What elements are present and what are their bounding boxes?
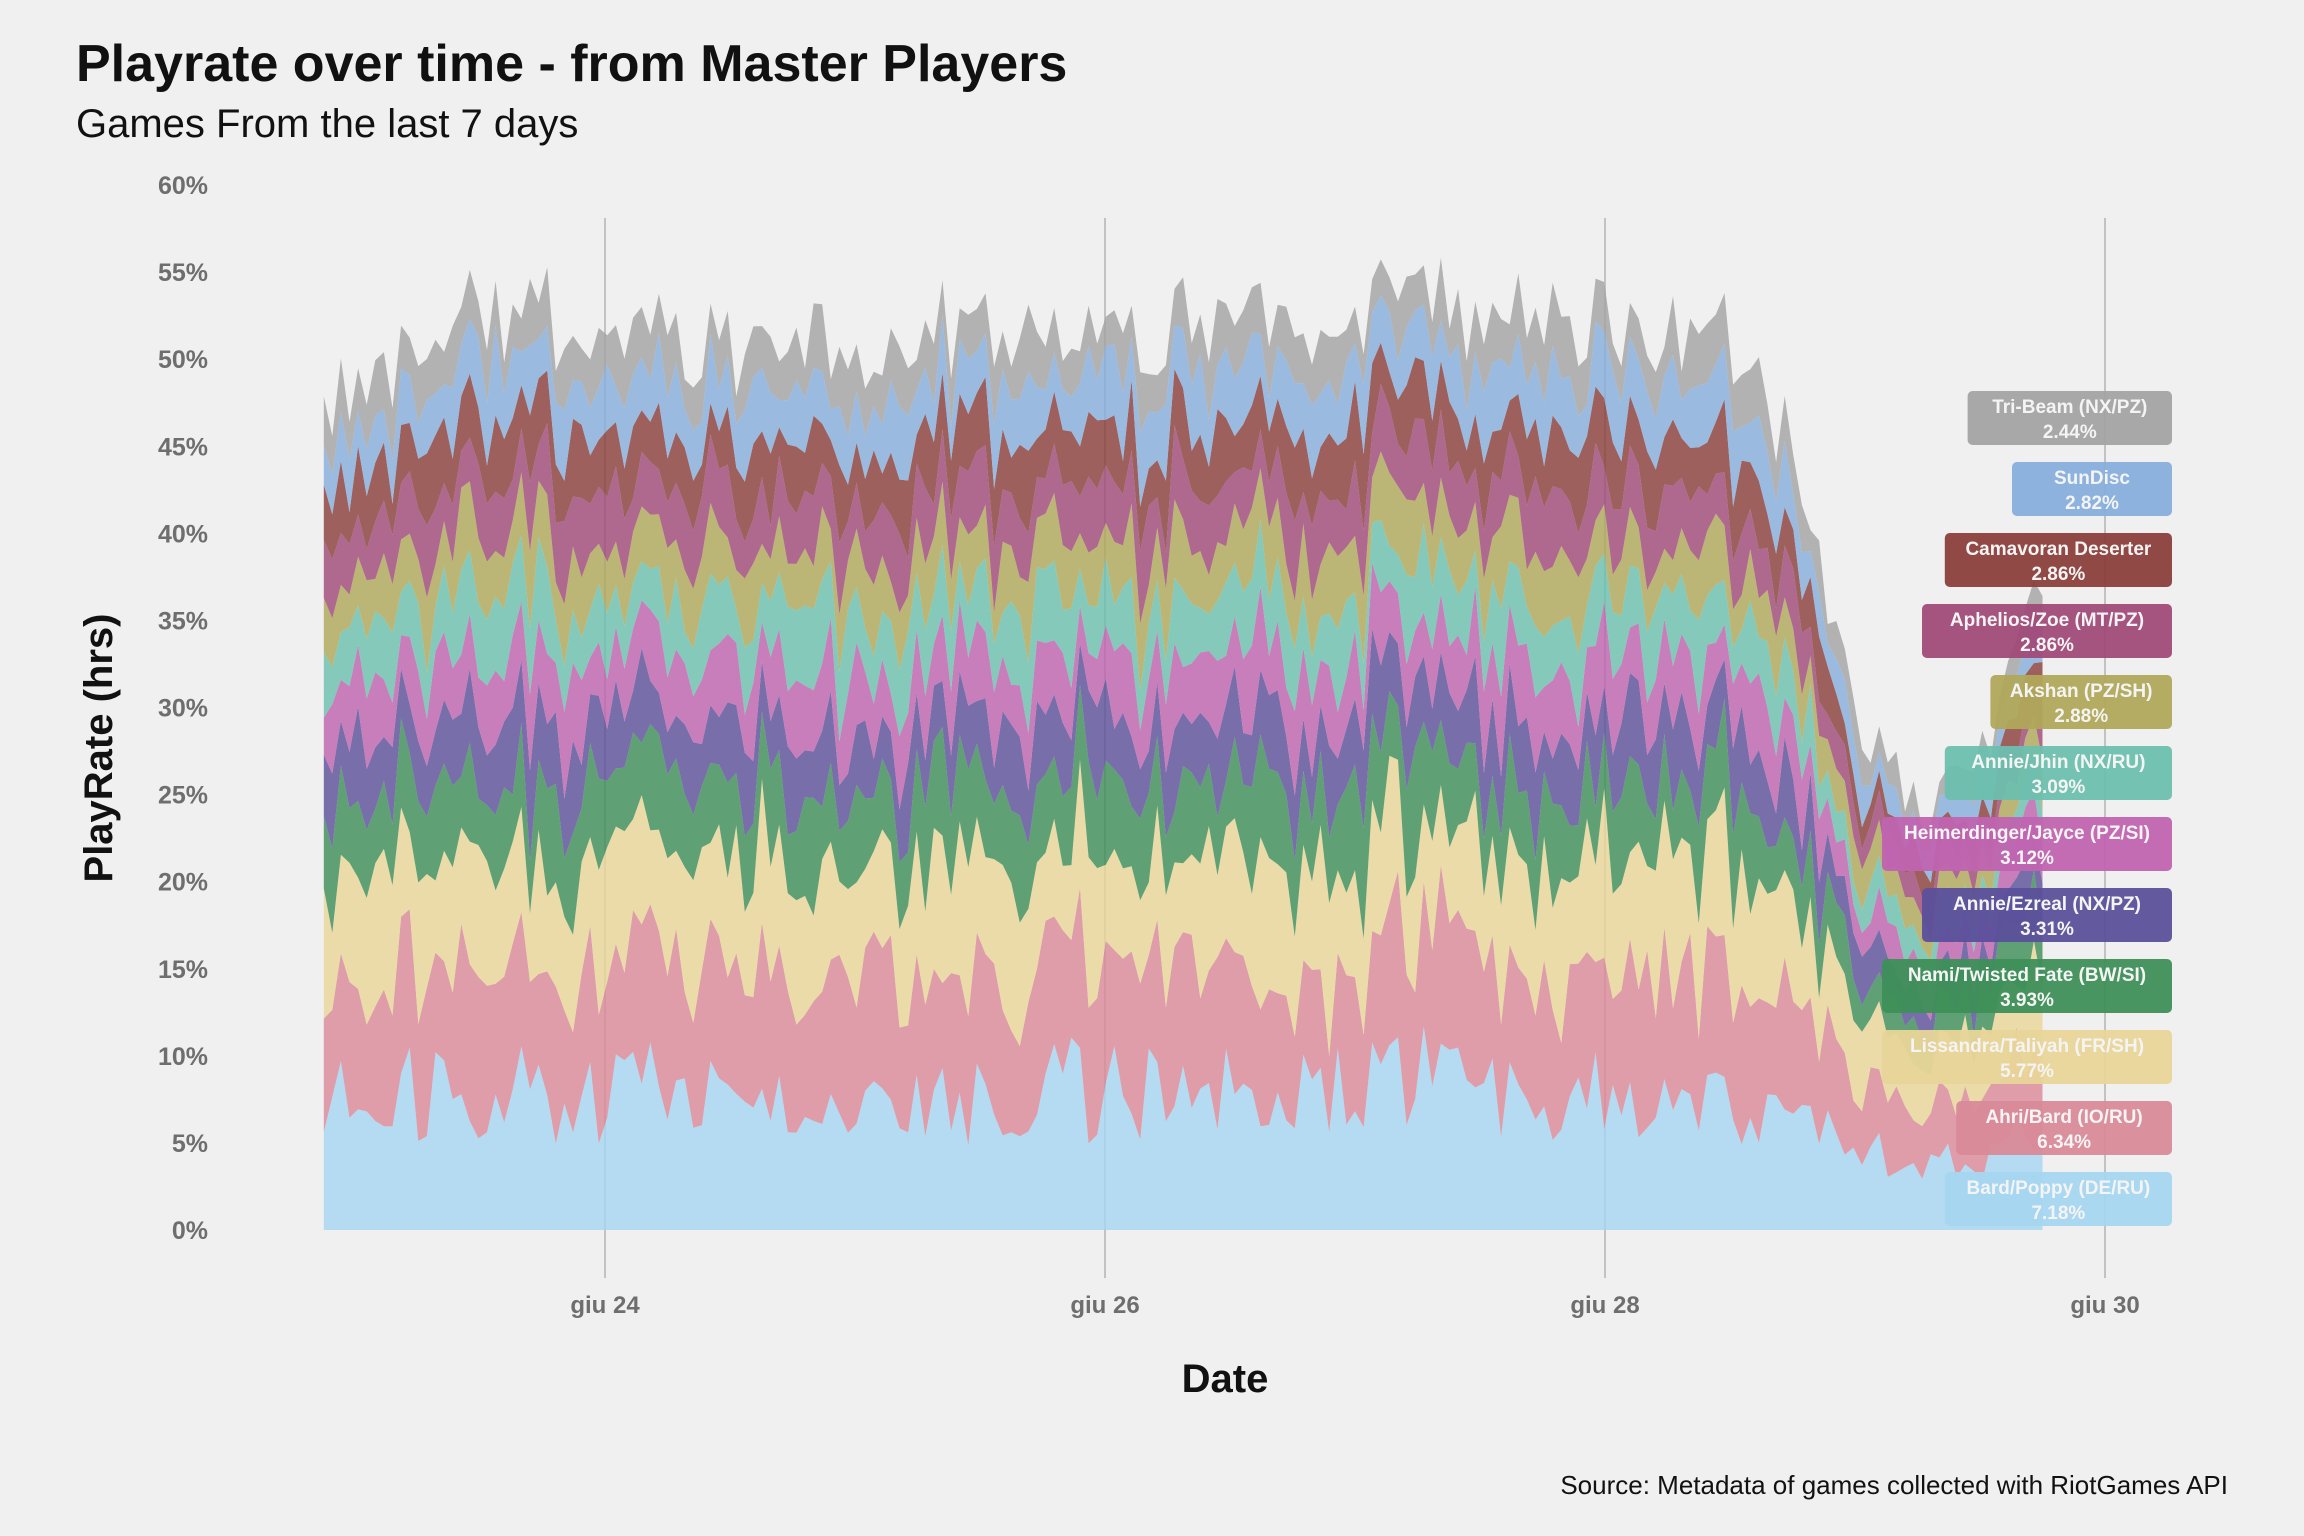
- end-label-box: [1990, 675, 2172, 729]
- series-value-label: 6.34%: [2037, 1132, 2091, 1153]
- end-label-box: [1967, 391, 2172, 445]
- end-label-box: [1882, 1030, 2172, 1084]
- end-label: Nami/Twisted Fate (BW/SI) 3.93%: [1882, 959, 2172, 1013]
- area-series: [323, 342, 2043, 912]
- series-name-label: Annie/Ezreal (NX/PZ): [1953, 894, 2141, 915]
- chart-caption: Source: Metadata of games collected with…: [1560, 1470, 2228, 1500]
- x-tick-label: giu 30: [2070, 1292, 2139, 1319]
- end-label-box: [1944, 1172, 2172, 1226]
- x-tick-label: giu 24: [570, 1292, 640, 1319]
- end-label: Annie/Ezreal (NX/PZ) 3.31%: [1922, 888, 2172, 942]
- area-series: [323, 295, 2043, 883]
- end-label: Ahri/Bard (IO/RU) 6.34%: [1956, 1101, 2172, 1155]
- end-label-box: [1922, 888, 2172, 942]
- end-label: Akshan (PZ/SH) 2.88%: [1990, 675, 2172, 729]
- end-label-box: [2012, 462, 2172, 516]
- series-name-label: Bard/Poppy (DE/RU): [1967, 1178, 2151, 1199]
- area-layer: [323, 257, 2043, 1230]
- y-tick-label: 15%: [158, 956, 208, 984]
- end-labels: Bard/Poppy (DE/RU) 7.18% Ahri/Bard (IO/RU)…: [1882, 391, 2172, 1226]
- axes: giu 24 giu 26 giu 28 giu 30 0% 5% 10% 15% 20% 25%…: [158, 172, 2140, 1319]
- y-tick-label: 50%: [158, 346, 208, 374]
- series-name-label: Annie/Jhin (NX/RU): [1971, 752, 2145, 773]
- y-tick-label: 25%: [158, 782, 208, 810]
- area-series: [323, 451, 2043, 961]
- series-name-label: Lissandra/Taliyah (FR/SH): [1910, 1036, 2144, 1057]
- series-value-label: 3.09%: [2031, 777, 2085, 798]
- series-name-label: Ahri/Bard (IO/RU): [1985, 1107, 2142, 1128]
- series-name-label: Camavoran Deserter: [1965, 539, 2151, 560]
- area-series: [323, 1026, 2043, 1230]
- end-label: SunDisc 2.82%: [2012, 462, 2172, 516]
- area-series: [323, 628, 2043, 1051]
- end-label-box: [1944, 533, 2172, 587]
- y-tick-label: 60%: [158, 172, 208, 200]
- end-label-box: [1882, 959, 2172, 1013]
- end-label-box: [1922, 604, 2172, 658]
- chart-subtitle: Games From the last 7 days: [76, 102, 579, 146]
- area-series: [323, 257, 2043, 852]
- series-name-label: Tri-Beam (NX/PZ): [1992, 397, 2147, 418]
- series-value-label: 2.86%: [2020, 635, 2074, 656]
- y-tick-label: 0%: [172, 1217, 208, 1245]
- series-value-label: 3.93%: [2000, 990, 2054, 1011]
- series-name-label: Nami/Twisted Fate (BW/SI): [1908, 965, 2146, 986]
- area-series: [323, 383, 2043, 941]
- x-tick-label: giu 28: [1570, 1292, 1639, 1319]
- end-label-box: [1956, 1101, 2172, 1155]
- end-label-box: [1882, 817, 2172, 871]
- series-value-label: 3.31%: [2020, 919, 2074, 940]
- y-tick-label: 10%: [158, 1043, 208, 1071]
- series-name-label: Akshan (PZ/SH): [2010, 681, 2153, 702]
- end-label-box: [1944, 746, 2172, 800]
- area-series: [323, 865, 2043, 1181]
- series-value-label: 2.82%: [2065, 493, 2119, 514]
- y-tick-label: 20%: [158, 869, 208, 897]
- series-value-label: 2.86%: [2031, 564, 2085, 585]
- end-label: Lissandra/Taliyah (FR/SH) 5.77%: [1882, 1030, 2172, 1084]
- y-tick-label: 35%: [158, 607, 208, 635]
- series-value-label: 7.18%: [2031, 1203, 2085, 1224]
- series-name-label: SunDisc: [2054, 468, 2130, 489]
- y-tick-label: 5%: [172, 1130, 208, 1158]
- end-label: Camavoran Deserter 2.86%: [1944, 533, 2172, 587]
- y-tick-label: 30%: [158, 695, 208, 723]
- area-series: [323, 684, 2043, 1076]
- series-value-label: 2.44%: [2043, 422, 2097, 443]
- end-label: Annie/Jhin (NX/RU) 3.09%: [1944, 746, 2172, 800]
- chart-title: Playrate over time - from Master Players: [76, 35, 1068, 93]
- series-value-label: 2.88%: [2054, 706, 2108, 727]
- y-tick-label: 55%: [158, 259, 208, 287]
- area-series: [323, 519, 2043, 996]
- y-tick-label: 45%: [158, 433, 208, 461]
- series-value-label: 5.77%: [2000, 1061, 2054, 1082]
- x-axis-title: Date: [1182, 1357, 1269, 1401]
- end-label: Tri-Beam (NX/PZ) 2.44%: [1967, 391, 2172, 445]
- end-label: Bard/Poppy (DE/RU) 7.18%: [1944, 1172, 2172, 1226]
- y-axis-title: PlayRate (hrs): [77, 614, 121, 883]
- area-series: [323, 755, 2043, 1127]
- y-tick-label: 40%: [158, 520, 208, 548]
- series-value-label: 3.12%: [2000, 848, 2054, 869]
- end-label: Heimerdinger/Jayce (PZ/SI) 3.12%: [1882, 817, 2172, 871]
- end-label: Aphelios/Zoe (MT/PZ) 2.86%: [1922, 604, 2172, 658]
- x-tick-label: giu 26: [1070, 1292, 1139, 1319]
- series-name-label: Aphelios/Zoe (MT/PZ): [1950, 610, 2144, 631]
- series-name-label: Heimerdinger/Jayce (PZ/SI): [1904, 823, 2150, 844]
